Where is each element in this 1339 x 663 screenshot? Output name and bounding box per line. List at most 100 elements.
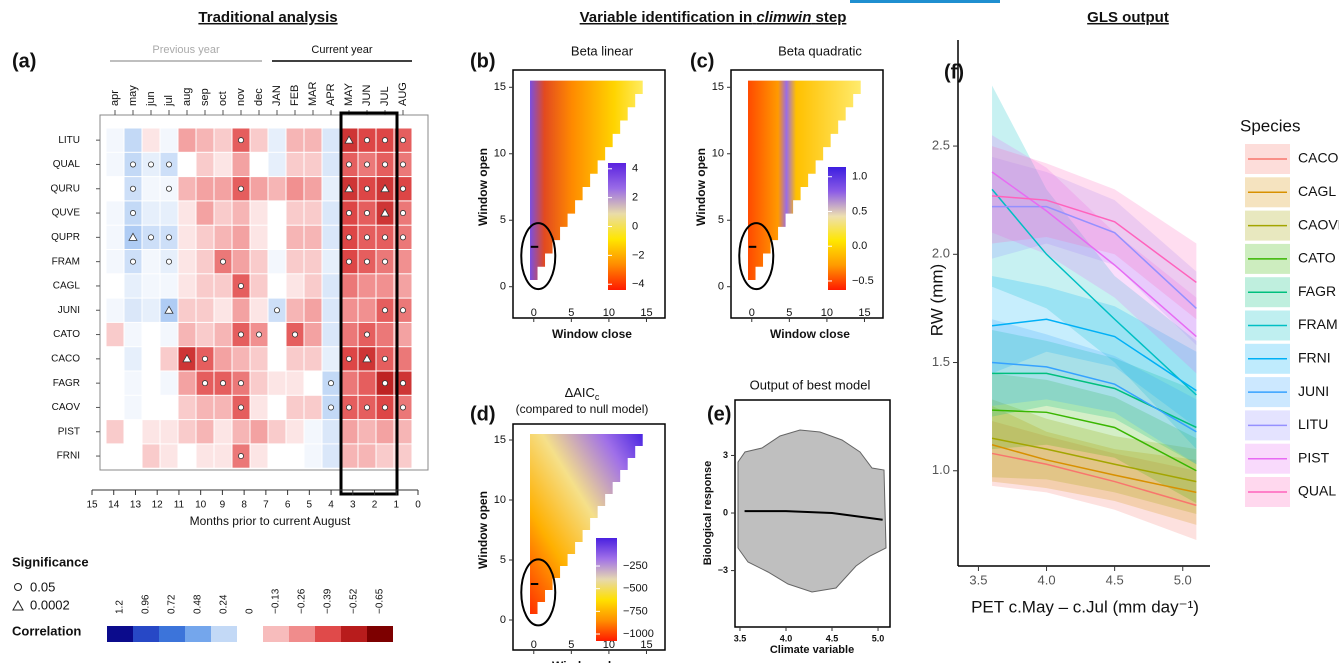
heatmap-cell xyxy=(142,128,160,152)
tick-label: 8 xyxy=(241,500,247,511)
colorbar-swatch xyxy=(263,626,289,642)
legend-label: CACO xyxy=(1298,150,1339,166)
colorbar-label: 0.24 xyxy=(219,594,230,614)
series-line xyxy=(991,195,1197,284)
heatmap-cell xyxy=(106,152,124,177)
heatmap-cell xyxy=(322,128,340,152)
heatmap-cell xyxy=(304,347,322,371)
heatmap-cell xyxy=(106,128,124,152)
heatmap-cell xyxy=(394,274,412,298)
heatmap-cell xyxy=(106,298,124,322)
series-line xyxy=(992,205,1197,309)
column-label: JUN xyxy=(361,85,373,106)
heatmap-cell xyxy=(304,201,322,225)
heatmap-cell xyxy=(142,444,160,468)
tick-label: 5 xyxy=(568,307,574,319)
heatmap-cell xyxy=(178,177,196,201)
significance-marker xyxy=(128,232,138,241)
tick-label: 5 xyxy=(500,214,506,226)
tick-label: 15 xyxy=(86,500,98,511)
significance-marker xyxy=(273,307,280,314)
significance-marker xyxy=(237,331,244,338)
heatmap-cell xyxy=(196,152,214,177)
significance-marker xyxy=(381,234,388,241)
heatmap-cell xyxy=(214,322,232,347)
significance-marker xyxy=(363,137,370,144)
header-part: step xyxy=(816,9,847,26)
heatmap-cell xyxy=(340,444,358,468)
tick-label: 10 xyxy=(603,307,615,319)
heatmap-cell xyxy=(178,322,196,347)
row-label: CAGL xyxy=(53,281,81,292)
column-label: oct xyxy=(217,91,229,106)
title-subscript: c xyxy=(595,392,600,402)
colorbar-label: 2 xyxy=(632,192,638,204)
confidence-band xyxy=(992,319,1197,465)
tick-label: 3 xyxy=(350,500,356,511)
tick-label: 15 xyxy=(494,434,506,446)
heatmap-cell xyxy=(304,444,322,468)
significance-marker xyxy=(344,183,354,193)
tick-label: 5.0 xyxy=(872,633,885,643)
axis-title: RW (mm) xyxy=(927,264,946,336)
heatmap-cell xyxy=(376,322,394,347)
heatmap-cell xyxy=(358,371,376,395)
heatmap-cell xyxy=(268,250,286,274)
tick-label: 4.0 xyxy=(1038,572,1056,587)
heatmap-cell xyxy=(250,201,268,225)
significance-marker xyxy=(381,380,388,387)
heatmap-cell xyxy=(268,152,286,177)
tick-label: 11 xyxy=(174,500,185,511)
colorbar-swatch xyxy=(367,626,393,642)
heatmap-cell xyxy=(178,371,196,395)
row-label: QUAL xyxy=(53,159,81,170)
heatmap-cell xyxy=(340,420,358,444)
heatmap-cell xyxy=(160,444,178,468)
heatmap-cell xyxy=(358,274,376,298)
heatmap-cell xyxy=(394,420,412,444)
row-label: FRNI xyxy=(57,451,80,462)
tick-label: 3.5 xyxy=(734,633,747,643)
legend-label: CAOVL xyxy=(1298,216,1339,232)
heatmap-cell xyxy=(340,274,358,298)
heatmap-cell xyxy=(142,298,160,322)
heatmap-cell xyxy=(286,177,304,201)
heatmap-triangle xyxy=(748,80,869,294)
series-line xyxy=(991,361,1197,433)
heatmap-cell xyxy=(124,371,142,395)
heatmap-cell xyxy=(124,420,142,444)
significance-marker xyxy=(362,354,372,363)
plot-frame xyxy=(730,69,884,319)
tick-label: 0 xyxy=(500,614,506,626)
significance-marker xyxy=(381,307,388,314)
heatmap-cell xyxy=(142,177,160,201)
tick-label: 4 xyxy=(328,500,334,511)
heatmap-cell xyxy=(160,201,178,225)
heatmap-cell xyxy=(124,347,142,371)
tick-label: 0 xyxy=(500,281,506,293)
tick-label: 12 xyxy=(152,500,164,511)
tick-label: 10 xyxy=(195,500,207,511)
significance-marker xyxy=(129,258,136,265)
heatmap-cell xyxy=(250,395,268,420)
heatmap-cell xyxy=(232,420,250,444)
significance-marker xyxy=(399,137,406,144)
heatmap-cell xyxy=(160,128,178,152)
colorbar-label: −2 xyxy=(632,249,645,261)
heatmap-cell xyxy=(124,128,142,152)
significance-marker xyxy=(237,185,244,192)
column-label: dec xyxy=(253,88,265,106)
significance-marker xyxy=(344,135,354,144)
tick-label: 0 xyxy=(531,307,537,319)
tick-label: 15 xyxy=(712,81,724,93)
heatmap-cell xyxy=(268,177,286,201)
heatmap-cell xyxy=(250,347,268,371)
series-line xyxy=(991,318,1197,392)
significance-marker xyxy=(345,258,352,265)
heatmap-cell xyxy=(304,128,322,152)
colorbar-label: 0.48 xyxy=(193,594,204,614)
heatmap-cell xyxy=(394,322,412,347)
tick-label: 5 xyxy=(786,307,792,319)
tick-label: 3.5 xyxy=(969,572,987,587)
heatmap-cell xyxy=(268,322,286,347)
